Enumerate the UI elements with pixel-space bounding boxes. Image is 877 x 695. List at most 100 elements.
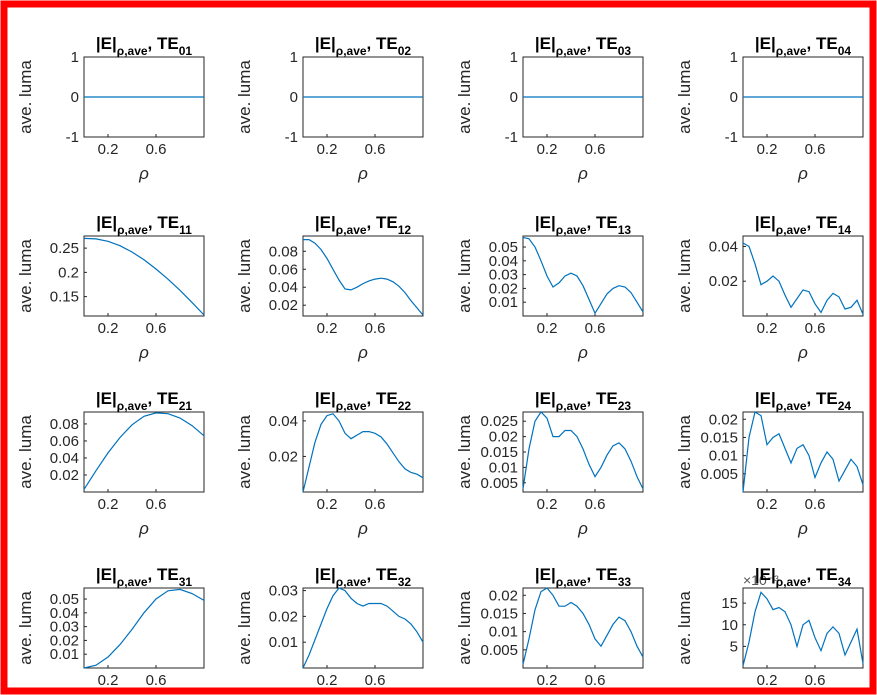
x-tick-label: 0.2 — [98, 672, 119, 689]
x-tick-label: 0.6 — [146, 496, 167, 513]
series-line — [303, 239, 424, 316]
subplot-12: 0.2 0.6 0.020.040.060.08 |E|ρ,ave, TE12 ave.… — [235, 213, 424, 362]
x-axis-label: ρ — [138, 519, 149, 538]
y-axis-label: ave. luma — [455, 239, 474, 313]
y-tick-label: 0.04 — [50, 450, 79, 467]
x-tick-label: 0.2 — [757, 496, 778, 513]
x-tick-label: 0.2 — [537, 672, 558, 689]
subplot-title: |E|ρ,ave, TE34 — [755, 565, 851, 589]
axes-box — [742, 587, 864, 669]
axes-box — [522, 411, 644, 493]
x-tick-label: 0.2 — [537, 320, 558, 337]
y-axis-label: ave. luma — [455, 591, 474, 665]
series-line — [742, 242, 864, 315]
y-tick-label: 0.04 — [269, 413, 298, 430]
subplot-title: |E|ρ,ave, TE21 — [96, 389, 192, 413]
series-line — [522, 587, 644, 665]
subplot-title: |E|ρ,ave, TE31 — [96, 565, 192, 589]
y-tick-label: 15 — [721, 595, 738, 612]
subplot-21: 0.2 0.6 0.020.040.060.08 |E|ρ,ave, TE21 ave.… — [16, 389, 205, 538]
x-axis-label: ρ — [138, 164, 149, 183]
series-line — [302, 413, 424, 493]
axes-box — [742, 411, 864, 493]
x-tick-label: 0.6 — [585, 141, 606, 158]
subplot-title: |E|ρ,ave, TE03 — [535, 34, 631, 58]
axes-box — [302, 587, 424, 669]
subplot-title: |E|ρ,ave, TE01 — [96, 34, 192, 58]
x-tick-label: 0.2 — [757, 141, 778, 158]
subplot-14: 0.2 0.6 0.02 0.04 |E|ρ,ave, TE14 ave. luma ρ — [675, 213, 864, 362]
y-tick-label: -1 — [725, 129, 738, 146]
y-exponent-label: ×10⁻³ — [743, 572, 779, 588]
x-tick-label: 0.6 — [146, 141, 167, 158]
y-tick-label: 0.03 — [50, 619, 79, 636]
y-tick-label: 0.04 — [489, 253, 518, 270]
y-axis-label: ave. luma — [235, 60, 254, 134]
y-tick-label: 0.25 — [50, 240, 79, 257]
x-axis-label: ρ — [577, 164, 588, 183]
x-tick-label: 0.2 — [98, 141, 119, 158]
y-tick-label: 0.08 — [50, 416, 79, 433]
x-tick-label: 0.6 — [365, 141, 386, 158]
x-tick-label: 0.6 — [805, 141, 826, 158]
y-tick-label: 0.01 — [489, 459, 518, 476]
y-tick-label: 0.02 — [489, 587, 518, 604]
subplot-title: |E|ρ,ave, TE02 — [315, 34, 411, 58]
subplot-title: |E|ρ,ave, TE14 — [755, 213, 851, 237]
series-line — [522, 411, 644, 490]
series-line — [83, 412, 205, 490]
y-tick-label: 0.02 — [269, 297, 298, 314]
y-tick-label: 0 — [290, 89, 298, 106]
x-tick-label: 0.6 — [365, 496, 386, 513]
subplot-32: 0.2 0.6 0.01 0.02 0.03 |E|ρ,ave, TE32 ave. lum… — [235, 565, 424, 689]
y-tick-label: 0 — [510, 89, 518, 106]
y-tick-label: 0.08 — [269, 243, 298, 260]
axes-box — [302, 235, 424, 317]
x-tick-label: 0.6 — [585, 496, 606, 513]
y-tick-label: 0 — [71, 89, 79, 106]
subplot-title: |E|ρ,ave, TE24 — [755, 389, 851, 413]
subplot-title: |E|ρ,ave, TE11 — [96, 213, 192, 237]
x-tick-label: 0.2 — [757, 320, 778, 337]
y-axis-label: ave. luma — [235, 239, 254, 313]
y-axis-label: ave. luma — [16, 591, 35, 665]
axes-box — [302, 411, 424, 493]
y-tick-label: 0.01 — [709, 448, 738, 465]
y-axis-label: ave. luma — [16, 239, 35, 313]
x-axis-label: ρ — [577, 519, 588, 538]
y-tick-label: 1 — [510, 49, 518, 66]
x-axis-label: ρ — [357, 343, 368, 362]
y-axis-label: ave. luma — [455, 415, 474, 489]
x-tick-label: 0.6 — [365, 672, 386, 689]
series-line — [83, 237, 205, 316]
y-tick-label: 0.01 — [489, 624, 518, 641]
subplot-11: 0.2 0.6 0.15 0.2 0.25 |E|ρ,ave, TE11 ave. luma… — [16, 213, 205, 362]
y-axis-label: ave. luma — [675, 60, 694, 134]
x-tick-label: 0.6 — [585, 672, 606, 689]
y-tick-label: 0.04 — [709, 238, 738, 255]
subplot-13: 0.2 0.6 0.010.020.030.040.05 |E|ρ,ave, TE13… — [455, 213, 644, 362]
y-axis-label: ave. luma — [675, 591, 694, 665]
subplot-03: 0.2 0.6 -1 0 1 |E|ρ,ave, TE03 ave. luma ρ — [455, 34, 644, 183]
subplot-grid: 0.2 0.6 -1 0 1 |E|ρ,ave, TE01 ave. luma ρ 0.2 0.6… — [16, 34, 864, 689]
axes-box — [83, 235, 205, 317]
y-tick-label: 0.02 — [709, 273, 738, 290]
y-tick-label: 0.03 — [269, 583, 298, 600]
x-axis-label: ρ — [138, 343, 149, 362]
y-tick-label: 0.015 — [480, 605, 518, 622]
y-tick-label: 10 — [721, 617, 738, 634]
series-line — [522, 236, 644, 315]
x-tick-label: 0.2 — [98, 496, 119, 513]
x-tick-label: 0.2 — [98, 320, 119, 337]
y-tick-label: 0.01 — [269, 634, 298, 651]
y-tick-label: 0.025 — [480, 413, 518, 430]
y-axis-label: ave. luma — [235, 591, 254, 665]
y-axis-label: ave. luma — [675, 239, 694, 313]
y-tick-label: 0.02 — [269, 608, 298, 625]
y-tick-label: 0.06 — [50, 433, 79, 450]
y-tick-label: 0.005 — [700, 466, 738, 483]
axes-box — [83, 411, 205, 493]
